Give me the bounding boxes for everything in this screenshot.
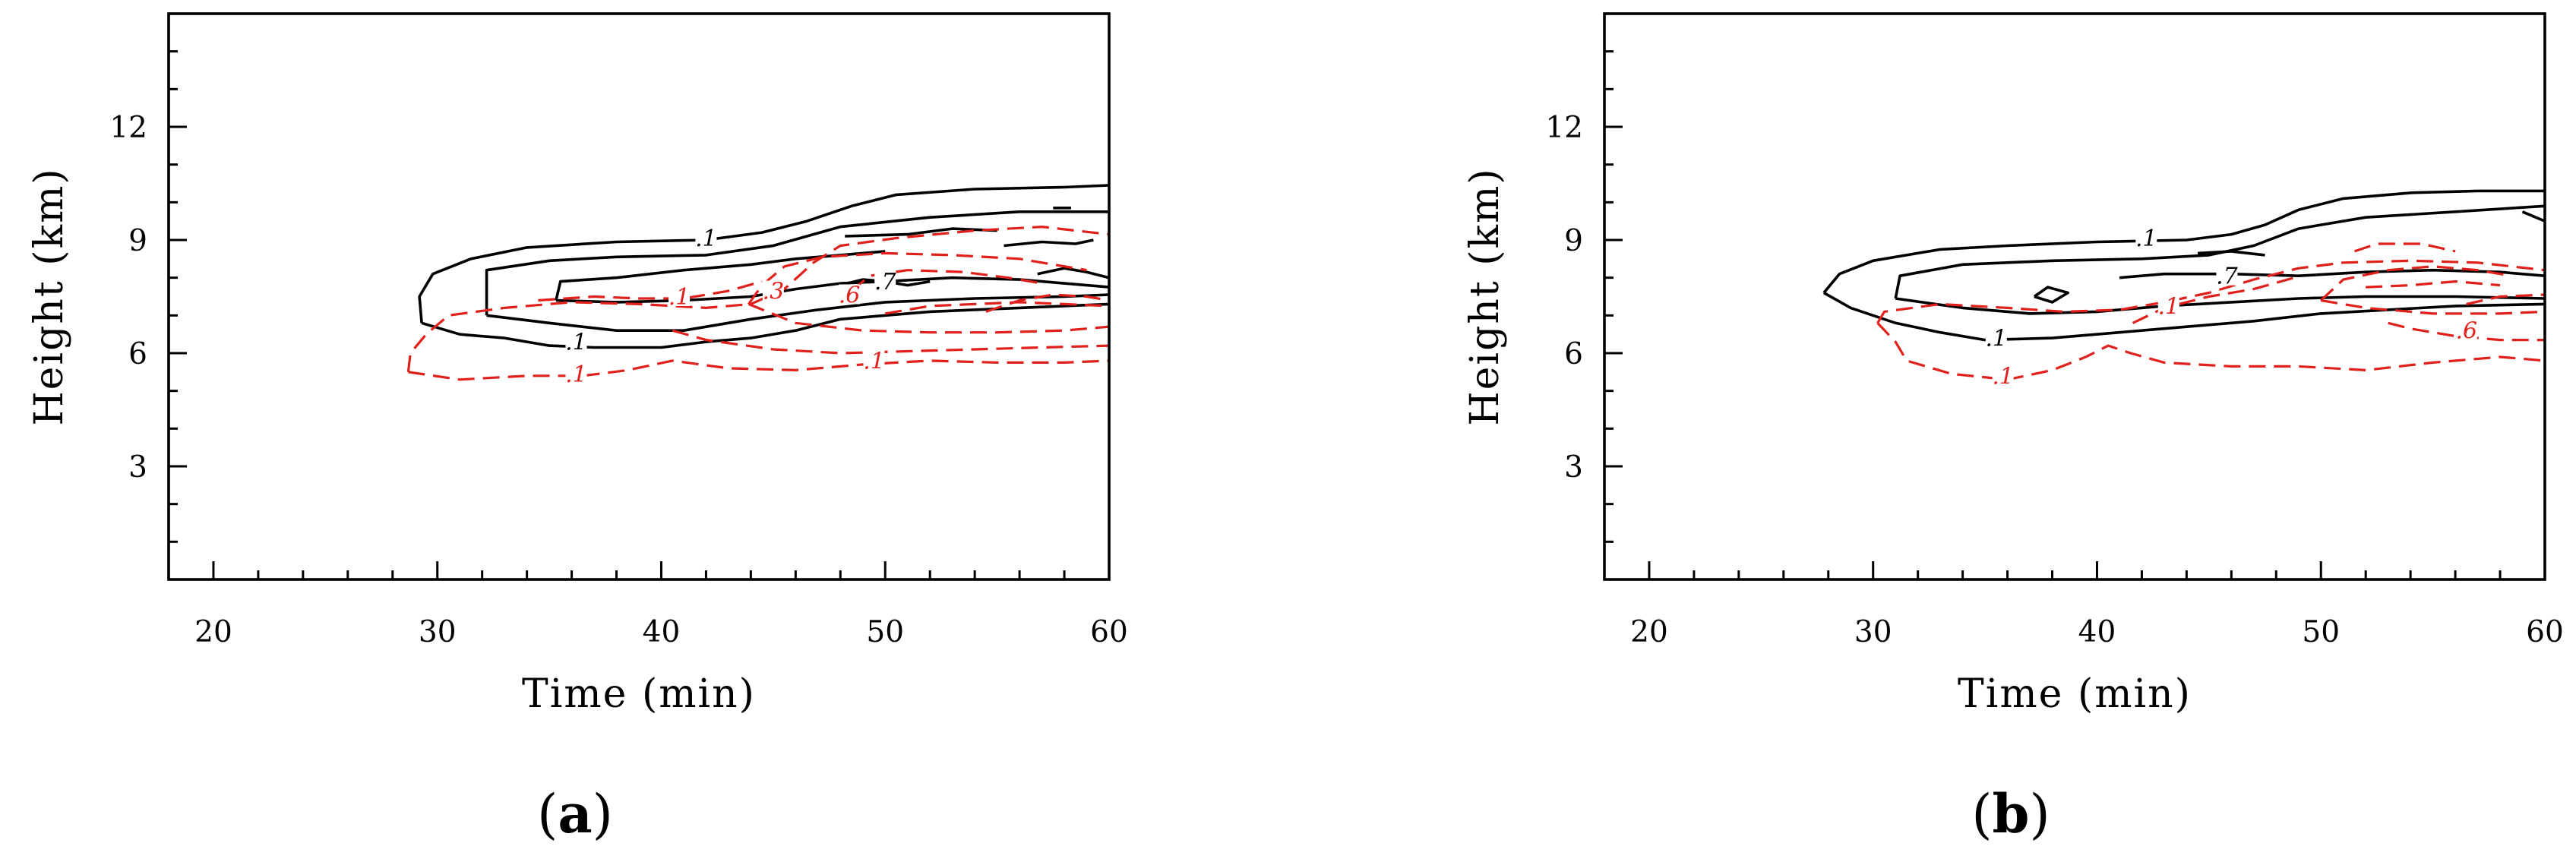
contour-label-bg: [863, 350, 885, 371]
y-axis-label: Height (km): [27, 167, 72, 425]
contour-label: .3: [763, 279, 785, 305]
contour-label-bg: [1985, 327, 2007, 348]
red-dashed-contour: [2466, 293, 2545, 305]
contour-label-bg: [2216, 265, 2238, 286]
black-solid-contour: [1822, 189, 2545, 294]
red-dashed-contour: [2320, 265, 2512, 302]
contour-label: .1: [668, 284, 691, 311]
y-tick-label: 9: [1564, 224, 1583, 258]
contour-group: [1822, 189, 2545, 381]
x-tick-label: 30: [419, 615, 457, 649]
x-tick-label: 60: [1090, 615, 1128, 649]
contour-label: .7: [874, 269, 897, 295]
y-tick-label: 12: [109, 111, 147, 145]
contour-label: .6: [839, 283, 861, 309]
black-solid-contour: [1894, 204, 2545, 299]
contour-label-bg: [839, 284, 861, 305]
contour-label-bg: [565, 363, 587, 384]
contour-label-bg: [668, 286, 691, 306]
black-solid-contour: [1895, 295, 2545, 315]
red-dashed-contour: [2366, 280, 2501, 289]
black-solid-contour: [2197, 250, 2265, 257]
panel-a: .1 .1 .7 .1 .3 .6 .1 .1 20 30 40 50 60 3 6 9 12 Time (min…: [27, 12, 1128, 845]
red-dashed-contour: [1876, 259, 2545, 324]
red-dashed-contour: [2388, 321, 2545, 342]
y-tick-label: 12: [1545, 111, 1583, 145]
red-dashed-contour: [408, 359, 1109, 381]
black-solid-contour: [485, 210, 1109, 316]
contour-label: .1: [1986, 326, 2008, 352]
black-solid-contour: [555, 276, 1109, 304]
red-dashed-contour: [2132, 276, 2295, 324]
plot-frame: [167, 12, 1111, 581]
contour-label: .1: [2135, 226, 2157, 252]
x-tick-label: 20: [1630, 615, 1668, 649]
x-tick-label: 60: [2526, 615, 2564, 649]
black-solid-contour: [421, 302, 1109, 349]
contour-label-bg: [2135, 228, 2157, 248]
x-tick-label: 40: [643, 615, 681, 649]
x-tick-label: 30: [1854, 615, 1892, 649]
x-tick-label: 50: [2302, 615, 2340, 649]
contour-label-bg: [1992, 365, 2014, 386]
y-axis-label: Height (km): [1462, 167, 1508, 425]
y-tick-label: 9: [128, 224, 147, 258]
black-solid-contour: [845, 227, 997, 238]
black-solid-contour: [2119, 268, 2545, 279]
red-dashed-contour: [2320, 298, 2545, 315]
x-tick-label: 20: [194, 615, 232, 649]
y-tick-label: 3: [128, 450, 147, 485]
contour-label-bg: [2157, 295, 2179, 316]
black-solid-contour: [1037, 267, 1109, 279]
contour-label: .1: [2157, 293, 2179, 320]
contour-label: .1: [1992, 363, 2014, 390]
contour-label: .1: [565, 330, 587, 356]
x-axis-label: Time (min): [522, 671, 756, 717]
panel-label: (b): [1971, 782, 2050, 845]
red-dashed-contour: [985, 293, 1109, 313]
contour-label: .1: [565, 362, 587, 388]
red-dashed-contour: [884, 301, 1109, 315]
black-solid-contour: [1004, 238, 1094, 248]
red-dashed-contour: [850, 269, 1042, 292]
x-tick-label: 50: [866, 615, 904, 649]
black-solid-contour: [1823, 291, 2545, 342]
contour-label: .7: [2216, 264, 2239, 290]
red-dashed-contour: [748, 302, 1109, 334]
black-solid-contour: [486, 293, 1109, 332]
panel-b: .1 .1 .7 .1 .1 .6 20 30 40 50 60 3 6 9 12 Time (min) Hei…: [1462, 12, 2564, 845]
black-solid-contour: [2033, 286, 2069, 304]
contour-label: .1: [695, 226, 717, 252]
contour-label-bg: [695, 228, 717, 248]
red-dashed-contour: [672, 329, 1109, 355]
x-tick-label: 40: [2078, 615, 2116, 649]
contour-label-bg: [2455, 320, 2477, 340]
plot-frame: [1603, 12, 2546, 581]
contour-label-bg: [565, 331, 587, 352]
red-dashed-contour: [2353, 242, 2456, 253]
contour-label-bg: [874, 271, 896, 292]
black-solid-contour: [418, 184, 1109, 324]
red-dashed-contour: [1876, 322, 2545, 381]
contour-group: [406, 184, 1109, 381]
y-tick-label: 3: [1564, 450, 1583, 485]
x-axis-label: Time (min): [1958, 671, 2192, 717]
contour-label: .1: [863, 348, 885, 374]
black-solid-contour: [2521, 210, 2545, 223]
y-tick-label: 6: [1564, 337, 1583, 371]
contour-label: .6: [2456, 318, 2478, 345]
red-dashed-contour: [406, 226, 1109, 372]
y-tick-label: 6: [128, 337, 147, 371]
contour-label-bg: [762, 280, 784, 301]
panel-label: (a): [537, 782, 613, 845]
